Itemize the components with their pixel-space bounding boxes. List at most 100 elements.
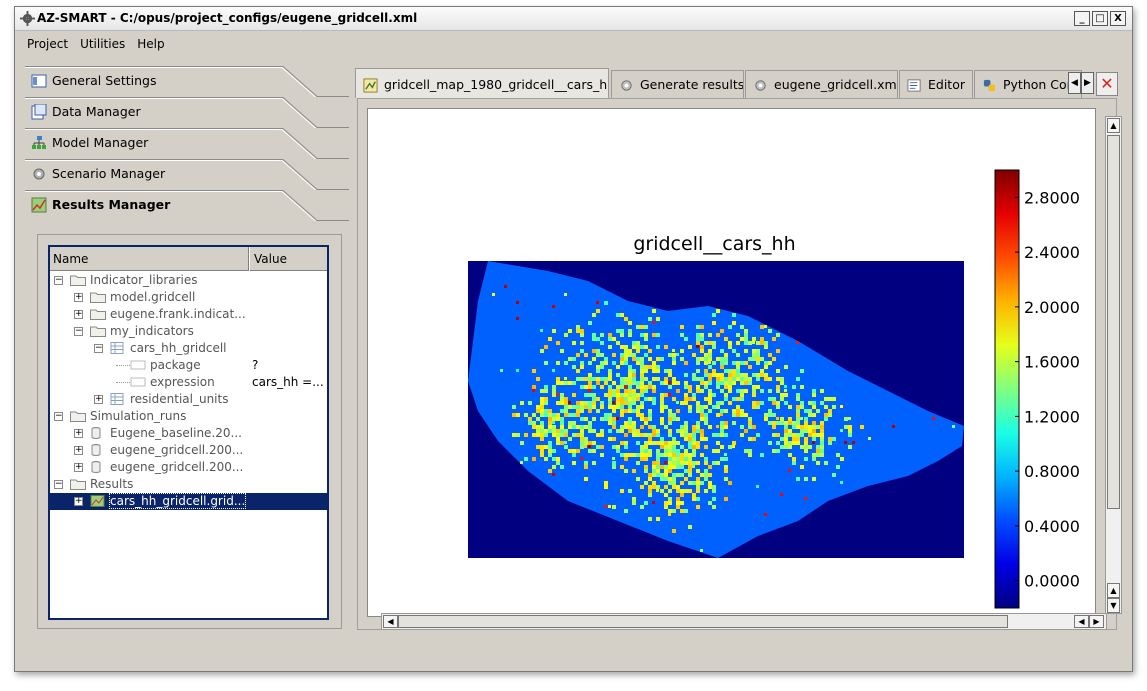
scroll-up-button-lower[interactable]: ▲ (1107, 583, 1120, 598)
heatmap-cell (692, 493, 696, 497)
heatmap-cell (776, 385, 780, 389)
heatmap-cell (668, 421, 672, 425)
heatmap-cell (764, 377, 768, 381)
expand-toggle-icon[interactable]: − (54, 275, 63, 285)
tree-row[interactable]: − Indicator_libraries (50, 272, 327, 289)
column-name-header[interactable]: Name (53, 252, 89, 266)
tree-row[interactable]: package? (50, 357, 327, 374)
section-general-settings[interactable]: General Settings (25, 66, 349, 97)
maximize-button[interactable]: □ (1092, 11, 1108, 26)
scroll-left-button-right[interactable]: ◀ (1074, 615, 1089, 628)
heatmap-cell (668, 441, 672, 445)
heatmap-cell (740, 373, 744, 377)
results-tree[interactable]: Name Value − Indicator_libraries + model.gr… (48, 245, 329, 620)
tree-row[interactable]: + eugene.frank.indicat... (50, 306, 327, 323)
scroll-down-button[interactable]: ▼ (1107, 598, 1120, 613)
heatmap-cell (740, 325, 744, 329)
expand-toggle-icon[interactable]: + (74, 445, 83, 455)
tree-row[interactable]: expression cars_hh =... (50, 374, 327, 391)
tab-gridcell-map[interactable]: gridcell_map_1980_gridcell__cars_hh (355, 68, 609, 98)
heatmap-cell (660, 477, 664, 481)
tab-python-console[interactable]: Python Con (974, 70, 1082, 98)
expand-toggle-icon[interactable]: + (74, 428, 83, 438)
minimize-button[interactable]: _ (1074, 11, 1090, 26)
heatmap-cell (544, 389, 548, 393)
heatmap-cell (792, 433, 796, 437)
tree-row[interactable]: + eugene_gridcell.200... (50, 442, 327, 459)
section-data-manager[interactable]: Data Manager (25, 97, 349, 128)
expand-toggle-icon[interactable]: − (94, 343, 103, 353)
heatmap-cell (616, 385, 620, 389)
menu-utilities[interactable]: Utilities (80, 37, 126, 51)
section-model-manager[interactable]: Model Manager (25, 128, 349, 159)
tree-row[interactable]: − my_indicators (50, 323, 327, 340)
heatmap-cell (540, 433, 544, 437)
heatmap-cell (572, 425, 576, 429)
heatmap-cell (816, 449, 820, 453)
tree-row[interactable]: + cars_hh_gridcell.grid... (50, 493, 327, 510)
tree-row[interactable]: − cars_hh_gridcell (50, 340, 327, 357)
heatmap-cell (648, 425, 652, 429)
expand-toggle-icon[interactable]: − (54, 411, 63, 421)
tab-scroll-left-button[interactable]: ◀ (1068, 72, 1081, 94)
heatmap-cell (636, 393, 640, 397)
close-tab-button[interactable]: ✕ (1096, 72, 1118, 96)
section-scenario-manager[interactable]: Scenario Manager (25, 159, 349, 190)
heatmap-cell (736, 365, 740, 369)
scroll-left-button[interactable]: ◀ (383, 615, 398, 628)
heatmap-cell (792, 437, 796, 441)
tree-row[interactable]: + model.gridcell (50, 289, 327, 306)
heatmap-cell (528, 417, 532, 421)
heatmap-cell (780, 437, 784, 441)
tab-scroll-right-button[interactable]: ▶ (1081, 72, 1094, 94)
heatmap-cell (580, 425, 584, 429)
scroll-up-button[interactable]: ▲ (1107, 118, 1120, 133)
heatmap-cell (724, 353, 728, 357)
heatmap-cell (704, 489, 708, 493)
tree-row[interactable]: − Simulation_runs (50, 408, 327, 425)
tree-row[interactable]: + Eugene_baseline.20... (50, 425, 327, 442)
map-icon (90, 495, 105, 507)
tree-row[interactable]: + eugene_gridcell.200... (50, 459, 327, 476)
horizontal-scroll-thumb[interactable] (398, 615, 1008, 628)
heatmap-cell (660, 393, 664, 397)
heatmap-cell (652, 425, 656, 429)
heatmap-cell (668, 381, 671, 384)
heatmap-cell (584, 425, 588, 429)
heatmap-cell (680, 349, 684, 353)
scroll-right-button[interactable]: ▶ (1089, 615, 1104, 628)
heatmap-cell (684, 509, 688, 513)
expand-toggle-icon[interactable]: + (74, 462, 83, 472)
heatmap-cell (748, 417, 752, 421)
expand-toggle-icon[interactable]: + (74, 309, 83, 319)
heatmap-cell (748, 381, 752, 385)
heatmap-cell (740, 389, 744, 393)
menu-project[interactable]: Project (27, 37, 69, 51)
vertical-scrollbar[interactable]: ▲ ▲ ▼ (1105, 116, 1122, 614)
expand-toggle-icon[interactable]: + (74, 496, 83, 506)
heatmap-cell (576, 413, 580, 417)
tab-editor[interactable]: Editor (899, 70, 973, 98)
expand-toggle-icon[interactable]: + (94, 394, 103, 404)
expand-toggle-icon[interactable]: − (74, 326, 83, 336)
horizontal-scrollbar[interactable]: ◀ ◀ ▶ (381, 613, 1107, 630)
heatmap-cell (568, 405, 572, 409)
tab-generate-results[interactable]: Generate results (611, 70, 744, 98)
tree-row[interactable]: − Results (50, 476, 327, 493)
tree-row[interactable]: + residential_units (50, 391, 327, 408)
section-results-manager[interactable]: Results Manager (25, 190, 349, 221)
expand-toggle-icon[interactable]: + (74, 292, 83, 302)
tab-eugene-gridcell-xml[interactable]: eugene_gridcell.xml (745, 70, 898, 98)
vertical-scroll-thumb[interactable] (1107, 135, 1120, 509)
heatmap-cell (664, 345, 668, 349)
heatmap-cell (644, 369, 648, 373)
title-bar[interactable]: AZ-SMART - C:/opus/project_configs/eugen… (15, 7, 1132, 31)
expand-toggle-icon[interactable]: − (54, 479, 63, 489)
heatmap-cell (692, 445, 696, 449)
heatmap-cell (812, 393, 816, 397)
heatmap-cell (668, 413, 672, 417)
close-button[interactable]: X (1110, 11, 1126, 26)
menu-help[interactable]: Help (137, 37, 165, 51)
heatmap-cell (612, 405, 616, 409)
column-value-header[interactable]: Value (254, 252, 287, 266)
